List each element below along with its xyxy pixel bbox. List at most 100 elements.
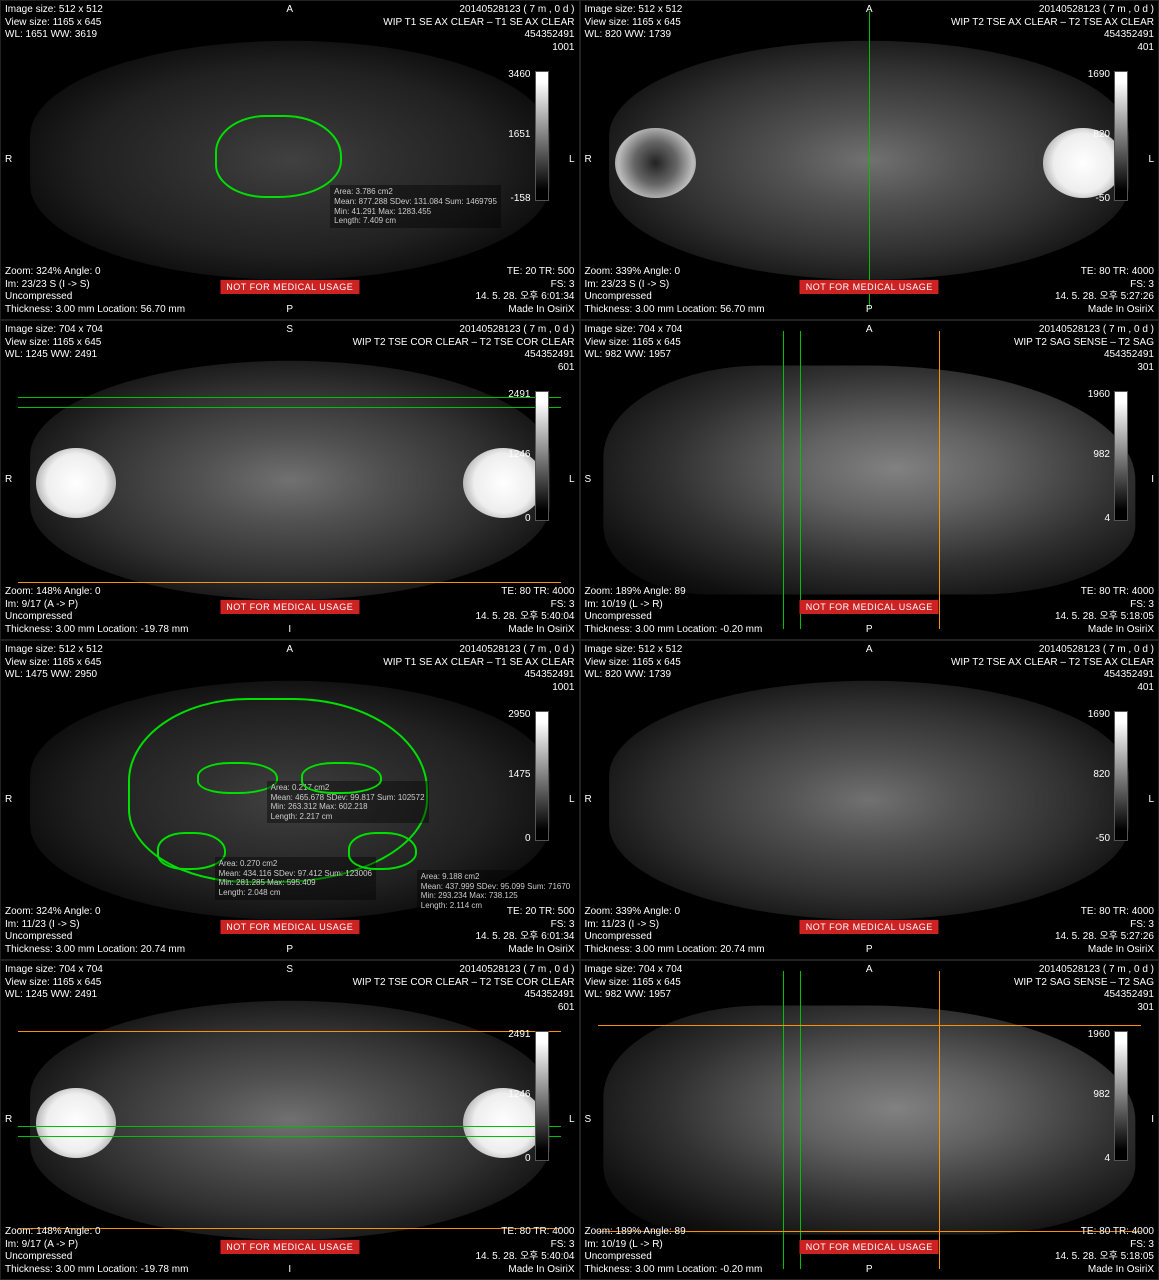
orientation-left: R — [5, 154, 12, 167]
overlay-top-right: 20140528123 ( 7 m , 0 d )WIP T2 SAG SENS… — [1014, 964, 1154, 1014]
orientation-top: A — [866, 644, 873, 657]
dicom-viewport-p1[interactable]: Area: 3.786 cm2Mean: 877.288 SDev: 131.0… — [0, 0, 580, 320]
intensity-colorbar — [1114, 1031, 1128, 1161]
roi-stats: Area: 9.188 cm2Mean: 437.999 SDev: 95.09… — [417, 870, 574, 912]
not-for-medical-badge: NOT FOR MEDICAL USAGE — [220, 920, 359, 934]
reference-line[interactable] — [783, 331, 784, 630]
colorbar-label: 982 — [1093, 1089, 1110, 1100]
not-for-medical-badge: NOT FOR MEDICAL USAGE — [800, 600, 939, 614]
colorbar-label: 1690 — [1088, 69, 1110, 80]
eye-r — [1043, 128, 1124, 198]
intensity-colorbar — [1114, 711, 1128, 841]
not-for-medical-badge: NOT FOR MEDICAL USAGE — [220, 600, 359, 614]
overlay-top-left: Image size: 704 x 704View size: 1165 x 6… — [5, 964, 103, 1002]
intensity-colorbar — [535, 391, 549, 521]
colorbar-label: 4 — [1104, 1153, 1110, 1164]
overlay-bottom-left: Zoom: 148% Angle: 0Im: 9/17 (A -> P)Unco… — [5, 586, 188, 636]
colorbar-label: 1651 — [508, 129, 530, 140]
reference-line[interactable] — [18, 407, 561, 408]
dicom-viewport-p6[interactable]: 1690 820 -50 Image size: 512 x 512View size… — [580, 640, 1159, 960]
not-for-medical-badge: NOT FOR MEDICAL USAGE — [800, 920, 939, 934]
not-for-medical-badge: NOT FOR MEDICAL USAGE — [800, 1240, 939, 1254]
reference-line[interactable] — [18, 582, 561, 583]
overlay-top-left: Image size: 512 x 512View size: 1165 x 6… — [5, 4, 103, 42]
colorbar-label: 1246 — [508, 1089, 530, 1100]
overlay-bottom-right: TE: 80 TR: 4000FS: 314. 5. 28. 오후 5:18:0… — [1055, 1226, 1154, 1276]
colorbar-label: -50 — [1096, 833, 1110, 844]
orientation-right: I — [1151, 474, 1154, 487]
reference-line[interactable] — [18, 1031, 561, 1032]
reference-line[interactable] — [598, 1231, 1141, 1232]
orientation-right: L — [1148, 154, 1154, 167]
overlay-top-left: Image size: 512 x 512View size: 1165 x 6… — [585, 644, 683, 682]
colorbar-label: 1960 — [1088, 389, 1110, 400]
scan-image — [604, 1006, 1135, 1235]
intensity-colorbar — [535, 1031, 549, 1161]
reference-line[interactable] — [939, 971, 940, 1270]
reference-line[interactable] — [800, 331, 801, 630]
reference-line[interactable] — [18, 1228, 561, 1229]
colorbar-label: 3460 — [508, 69, 530, 80]
orientation-left: R — [5, 1114, 12, 1127]
orientation-right: L — [569, 1114, 575, 1127]
dicom-viewport-p5[interactable]: Area: 9.188 cm2Mean: 437.999 SDev: 95.09… — [0, 640, 580, 960]
roi-outline[interactable] — [348, 832, 417, 870]
roi-stats: Area: 0.270 cm2Mean: 434.116 SDev: 97.41… — [215, 857, 376, 899]
colorbar-label: 0 — [525, 513, 531, 524]
reference-line[interactable] — [783, 971, 784, 1270]
overlay-top-right: 20140528123 ( 7 m , 0 d )WIP T2 TSE AX C… — [951, 644, 1154, 694]
not-for-medical-badge: NOT FOR MEDICAL USAGE — [220, 1240, 359, 1254]
reference-line[interactable] — [598, 1025, 1141, 1026]
eye-l — [36, 1088, 117, 1158]
reference-line[interactable] — [18, 397, 561, 398]
orientation-bottom: P — [866, 624, 873, 637]
orientation-left: R — [585, 794, 592, 807]
intensity-colorbar — [535, 711, 549, 841]
colorbar-label: 982 — [1093, 449, 1110, 460]
dicom-viewport-p8[interactable]: 1960 982 4 Image size: 704 x 704View size: … — [580, 960, 1159, 1280]
overlay-bottom-right: TE: 80 TR: 4000FS: 314. 5. 28. 오후 5:40:0… — [475, 1226, 574, 1276]
not-for-medical-badge: NOT FOR MEDICAL USAGE — [800, 280, 939, 294]
orientation-left: R — [5, 474, 12, 487]
not-for-medical-badge: NOT FOR MEDICAL USAGE — [220, 280, 359, 294]
intensity-colorbar — [535, 71, 549, 201]
overlay-bottom-left: Zoom: 339% Angle: 0Im: 23/23 S (I -> S)U… — [585, 266, 765, 316]
overlay-bottom-left: Zoom: 324% Angle: 0Im: 23/23 S (I -> S)U… — [5, 266, 185, 316]
overlay-bottom-right: TE: 80 TR: 4000FS: 314. 5. 28. 오후 5:40:0… — [475, 586, 574, 636]
reference-line[interactable] — [869, 11, 870, 310]
orientation-left: S — [585, 474, 592, 487]
orientation-bottom: P — [286, 944, 293, 957]
overlay-top-right: 20140528123 ( 7 m , 0 d )WIP T1 SE AX CL… — [383, 644, 574, 694]
eye-r — [463, 448, 544, 518]
orientation-left: R — [585, 154, 592, 167]
orientation-top: A — [866, 324, 873, 337]
reference-line[interactable] — [800, 971, 801, 1270]
overlay-bottom-left: Zoom: 148% Angle: 0Im: 9/17 (A -> P)Unco… — [5, 1226, 188, 1276]
dicom-viewport-p2[interactable]: 1690820-50Image size: 512 x 512View size… — [580, 0, 1159, 320]
colorbar-label: 1475 — [508, 769, 530, 780]
colorbar-label: 0 — [525, 1153, 531, 1164]
roi-outline[interactable] — [215, 115, 342, 198]
orientation-top: A — [286, 644, 293, 657]
colorbar-label: 1960 — [1088, 1029, 1110, 1040]
overlay-top-left: Image size: 512 x 512View size: 1165 x 6… — [585, 4, 683, 42]
orientation-bottom: I — [288, 1264, 291, 1277]
colorbar-label: 820 — [1093, 769, 1110, 780]
reference-line[interactable] — [18, 1126, 561, 1127]
reference-line[interactable] — [939, 331, 940, 630]
colorbar-label: 1690 — [1088, 709, 1110, 720]
scan-image — [609, 681, 1129, 920]
dicom-viewport-p3[interactable]: 249112460Image size: 704 x 704View size:… — [0, 320, 580, 640]
colorbar-label: -158 — [510, 193, 530, 204]
overlay-top-right: 20140528123 ( 7 m , 0 d )WIP T1 SE AX CL… — [383, 4, 574, 54]
overlay-top-left: Image size: 704 x 704View size: 1165 x 6… — [585, 964, 683, 1002]
intensity-colorbar — [1114, 71, 1128, 201]
overlay-top-left: Image size: 512 x 512View size: 1165 x 6… — [5, 644, 103, 682]
orientation-left: S — [585, 1114, 592, 1127]
dicom-viewport-p7[interactable]: 249112460Image size: 704 x 704View size:… — [0, 960, 580, 1280]
reference-line[interactable] — [18, 1136, 561, 1137]
colorbar-label: -50 — [1096, 193, 1110, 204]
dicom-viewport-p4[interactable]: 19609824Image size: 704 x 704View size: … — [580, 320, 1159, 640]
colorbar-label: 1246 — [508, 449, 530, 460]
roi-outline[interactable] — [301, 762, 382, 794]
